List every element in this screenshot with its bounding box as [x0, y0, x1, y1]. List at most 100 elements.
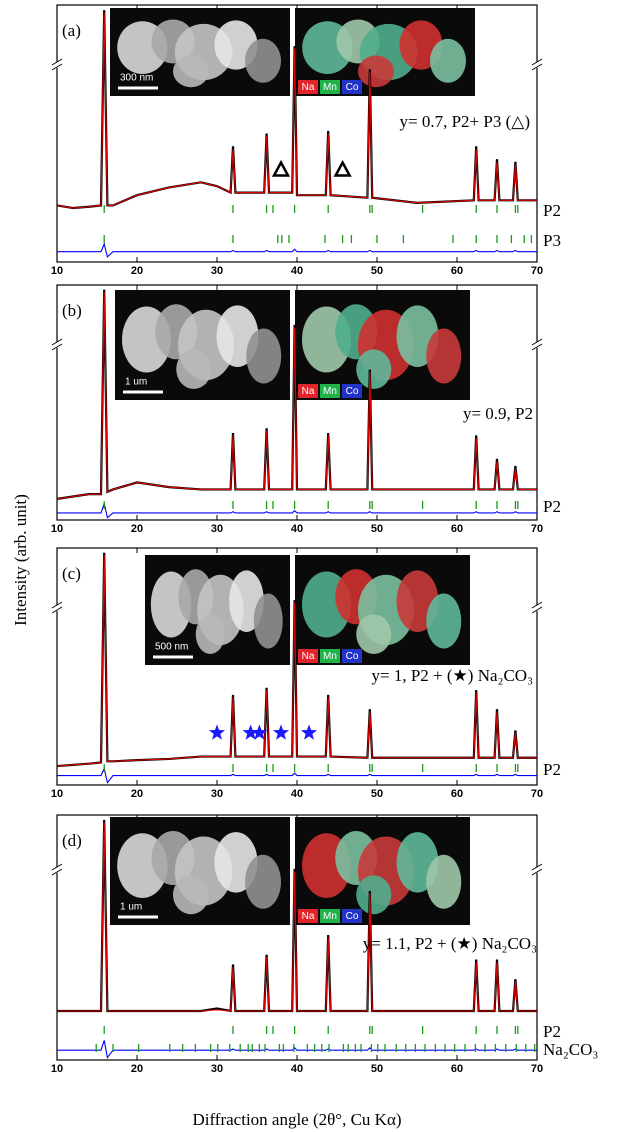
marker [272, 724, 290, 740]
element-label: Na [302, 386, 315, 397]
panel-label: (a) [62, 21, 81, 40]
particle [245, 38, 281, 83]
element-label: Co [346, 651, 359, 662]
marker [251, 724, 268, 740]
scale-bar-label: 500 nm [155, 642, 188, 653]
element-label: Mn [323, 386, 337, 397]
particle [426, 328, 462, 384]
axis-break [531, 606, 543, 614]
element-label: Na [302, 82, 315, 93]
x-tick-label: 60 [451, 788, 463, 800]
x-tick-label: 10 [51, 265, 63, 277]
axis-break-gap [533, 867, 541, 873]
pattern-line [57, 822, 537, 1012]
axis-break [531, 601, 543, 609]
x-tick-label: 30 [211, 523, 223, 535]
annotation: y= 0.7, P2+ P3 (△) [400, 112, 530, 131]
marker [300, 724, 318, 740]
x-tick-label: 70 [531, 1063, 543, 1075]
axis-break [531, 58, 543, 66]
particle [173, 875, 209, 915]
axis-break [51, 868, 63, 876]
x-tick-label: 30 [211, 788, 223, 800]
axis-break [51, 63, 63, 71]
element-key [342, 384, 362, 398]
element-key [320, 649, 340, 663]
element-key [320, 80, 340, 94]
axis-break [531, 338, 543, 346]
element-label: Mn [323, 651, 337, 662]
axis-break [51, 601, 63, 609]
axis-break-gap [533, 62, 541, 68]
x-tick-label: 10 [51, 523, 63, 535]
axis-break [531, 343, 543, 351]
x-tick-label: 60 [451, 523, 463, 535]
particle [253, 593, 283, 649]
axis-break [51, 606, 63, 614]
axis-break-gap [53, 342, 61, 348]
particle [356, 349, 392, 390]
particle [356, 614, 392, 654]
panel-label: (b) [62, 301, 82, 320]
phase-label: Na₂CO₃ [543, 1040, 598, 1059]
scale-bar-label: 1 um [120, 902, 142, 913]
x-tick-label: 60 [451, 265, 463, 277]
element-key [298, 649, 318, 663]
particle [176, 349, 212, 390]
axis-break-gap [53, 867, 61, 873]
axis-break [51, 58, 63, 66]
axis-break-gap [533, 342, 541, 348]
particle [173, 55, 209, 88]
pattern-line [56, 12, 537, 209]
axis-break [51, 343, 63, 351]
marker [242, 724, 259, 740]
x-tick-label: 20 [131, 523, 143, 535]
axis-break-gap [53, 605, 61, 611]
x-tick-label: 70 [531, 788, 543, 800]
particle [245, 854, 281, 909]
axis-break [51, 863, 63, 871]
pattern-line [57, 501, 537, 519]
element-label: Co [346, 82, 359, 93]
element-label: Co [346, 386, 359, 397]
particle [426, 593, 462, 649]
x-tick-label: 50 [371, 265, 383, 277]
element-key [342, 649, 362, 663]
x-tick-label: 20 [131, 788, 143, 800]
particle [426, 854, 462, 909]
axis-break [531, 63, 543, 71]
element-label: Mn [323, 911, 337, 922]
scale-bar-label: 1 um [125, 377, 147, 388]
marker [271, 159, 291, 177]
panel-label: (c) [62, 564, 81, 583]
x-tick-label: 40 [291, 523, 303, 535]
element-key [298, 80, 318, 94]
axis-break-gap [533, 605, 541, 611]
panel-label: (d) [62, 831, 82, 850]
marker [208, 724, 226, 740]
particle [195, 614, 225, 654]
y-axis-label: Intensity (arb. unit) [11, 494, 30, 626]
phase-label: P2 [543, 201, 561, 220]
x-tick-label: 40 [291, 788, 303, 800]
particle [358, 55, 394, 88]
scale-bar-label: 300 nm [120, 73, 153, 84]
x-tick-label: 40 [291, 265, 303, 277]
marker [333, 159, 352, 177]
x-tick-label: 20 [131, 1063, 143, 1075]
element-key [342, 80, 362, 94]
x-tick-label: 70 [531, 523, 543, 535]
element-label: Na [302, 911, 315, 922]
element-key [298, 909, 318, 923]
particle [246, 328, 282, 384]
element-key [342, 909, 362, 923]
element-label: Mn [323, 82, 337, 93]
element-key [298, 384, 318, 398]
x-axis-label: Diffraction angle (2θ°, Cu Kα) [192, 1110, 401, 1129]
axis-break [531, 868, 543, 876]
phase-label: P2 [543, 497, 561, 516]
phase-label: P2 [543, 760, 561, 779]
pattern-line [56, 555, 537, 767]
x-tick-label: 50 [371, 788, 383, 800]
